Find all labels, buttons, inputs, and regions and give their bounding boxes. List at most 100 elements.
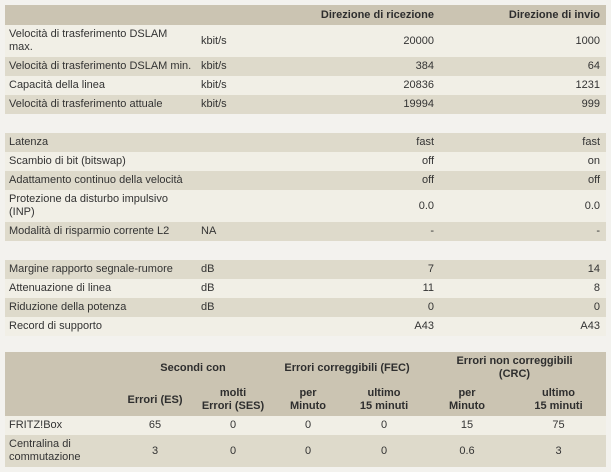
header-spacer bbox=[5, 5, 197, 25]
row-label: Capacità della linea bbox=[5, 76, 197, 95]
row-label: Scambio di bit (bitswap) bbox=[5, 152, 197, 171]
dsl-row-dslam-max: Velocità di trasferimento DSLAM max. kbi… bbox=[5, 25, 606, 57]
row-label: Adattamento continuo della velocità bbox=[5, 171, 197, 190]
fec-last-15-min-value: 0 bbox=[345, 435, 424, 467]
tx-value: 0 bbox=[440, 298, 606, 317]
rx-value: 11 bbox=[285, 279, 440, 298]
sub-header-crc-per-minute: per Minuto bbox=[423, 384, 512, 416]
row-unit: dB bbox=[197, 298, 285, 317]
dsl-row-latency: Latenza fast fast bbox=[5, 133, 606, 152]
group-header-fec: Errori correggibili (FEC) bbox=[271, 352, 424, 384]
row-label: Latenza bbox=[5, 133, 197, 152]
dsl-row-seamless-rate-adaptation: Adattamento continuo della velocità off … bbox=[5, 171, 606, 190]
rx-value: 384 bbox=[285, 57, 440, 76]
tx-value: 64 bbox=[440, 57, 606, 76]
sub-header-fec-last-15-min: ultimo 15 minuti bbox=[345, 384, 424, 416]
rx-value: 0 bbox=[285, 298, 440, 317]
sub-header-crc-last-15-min: ultimo 15 minuti bbox=[511, 384, 607, 416]
sub-header-es: Errori (ES) bbox=[115, 384, 195, 416]
rx-value: 20000 bbox=[285, 25, 440, 57]
rx-value: A43 bbox=[285, 317, 440, 336]
dsl-row-dslam-min: Velocità di trasferimento DSLAM min. kbi… bbox=[5, 57, 606, 76]
tx-value: A43 bbox=[440, 317, 606, 336]
row-unit: kbit/s bbox=[197, 25, 285, 57]
row-unit bbox=[197, 317, 285, 336]
rx-value: 0.0 bbox=[285, 190, 440, 222]
tx-value: 999 bbox=[440, 95, 606, 114]
crc-last-15-min-value: 75 bbox=[511, 416, 607, 435]
row-label: Margine rapporto segnale-rumore bbox=[5, 260, 197, 279]
row-unit: kbit/s bbox=[197, 76, 285, 95]
tx-value: on bbox=[440, 152, 606, 171]
row-label: Attenuazione di linea bbox=[5, 279, 197, 298]
row-unit: kbit/s bbox=[197, 57, 285, 76]
row-label: FRITZ!Box bbox=[5, 416, 115, 435]
rx-value: off bbox=[285, 152, 440, 171]
rx-value: fast bbox=[285, 133, 440, 152]
row-unit: dB bbox=[197, 260, 285, 279]
row-label: Riduzione della potenza bbox=[5, 298, 197, 317]
error-row-fritzbox: FRITZ!Box 65 0 0 0 15 75 bbox=[5, 416, 607, 435]
dsl-row-carrier-record: Record di supporto A43 A43 bbox=[5, 317, 606, 336]
ses-value: 0 bbox=[195, 435, 271, 467]
tx-value: 1231 bbox=[440, 76, 606, 95]
ses-value: 0 bbox=[195, 416, 271, 435]
fec-per-minute-value: 0 bbox=[271, 416, 345, 435]
row-unit bbox=[197, 152, 285, 171]
row-label: Velocità di trasferimento DSLAM max. bbox=[5, 25, 197, 57]
group-separator bbox=[5, 241, 606, 260]
row-unit bbox=[197, 133, 285, 152]
rx-value: off bbox=[285, 171, 440, 190]
error-table-sub-header-row: Errori (ES) molti Errori (SES) per Minut… bbox=[5, 384, 607, 416]
dsl-row-line-capacity: Capacità della linea kbit/s 20836 1231 bbox=[5, 76, 606, 95]
row-label: Centralina di commutazione bbox=[5, 435, 115, 467]
rx-value: - bbox=[285, 222, 440, 241]
crc-per-minute-value: 15 bbox=[423, 416, 512, 435]
error-table-group-header-row: Secondi con Errori correggibili (FEC) Er… bbox=[5, 352, 607, 384]
tx-value: 14 bbox=[440, 260, 606, 279]
row-unit bbox=[197, 171, 285, 190]
group-separator bbox=[5, 114, 606, 133]
rx-value: 19994 bbox=[285, 95, 440, 114]
dsl-row-snr-margin: Margine rapporto segnale-rumore dB 7 14 bbox=[5, 260, 606, 279]
row-label: Record di supporto bbox=[5, 317, 197, 336]
group-header-seconds-with: Secondi con bbox=[115, 352, 271, 384]
header-spacer bbox=[5, 384, 115, 416]
crc-last-15-min-value: 3 bbox=[511, 435, 607, 467]
row-label: Protezione da disturbo impulsivo (INP) bbox=[5, 190, 197, 222]
column-header-send-direction: Direzione di invio bbox=[440, 5, 606, 25]
rx-value: 7 bbox=[285, 260, 440, 279]
rx-value: 20836 bbox=[285, 76, 440, 95]
row-label: Velocità di trasferimento DSLAM min. bbox=[5, 57, 197, 76]
fec-last-15-min-value: 0 bbox=[345, 416, 424, 435]
sub-header-fec-per-minute: per Minuto bbox=[271, 384, 345, 416]
sub-header-ses: molti Errori (SES) bbox=[195, 384, 271, 416]
tx-value: off bbox=[440, 171, 606, 190]
row-label: Velocità di trasferimento attuale bbox=[5, 95, 197, 114]
dsl-row-power-cutback: Riduzione della potenza dB 0 0 bbox=[5, 298, 606, 317]
header-spacer bbox=[5, 352, 115, 384]
tx-value: 0.0 bbox=[440, 190, 606, 222]
error-row-exchange: Centralina di commutazione 3 0 0 0 0.6 3 bbox=[5, 435, 607, 467]
dsl-row-bitswap: Scambio di bit (bitswap) off on bbox=[5, 152, 606, 171]
es-value: 3 bbox=[115, 435, 195, 467]
row-unit bbox=[197, 190, 285, 222]
dsl-row-l2-power-saving: Modalità di risparmio corrente L2 NA - - bbox=[5, 222, 606, 241]
tx-value: 8 bbox=[440, 279, 606, 298]
dsl-info-table: Direzione di ricezione Direzione di invi… bbox=[5, 5, 606, 336]
dsl-row-current-rate: Velocità di trasferimento attuale kbit/s… bbox=[5, 95, 606, 114]
row-label: Modalità di risparmio corrente L2 bbox=[5, 222, 197, 241]
dsl-table-header-row: Direzione di ricezione Direzione di invi… bbox=[5, 5, 606, 25]
error-counter-table: Secondi con Errori correggibili (FEC) Er… bbox=[5, 352, 607, 467]
header-spacer bbox=[197, 5, 285, 25]
es-value: 65 bbox=[115, 416, 195, 435]
row-unit: dB bbox=[197, 279, 285, 298]
fec-per-minute-value: 0 bbox=[271, 435, 345, 467]
row-unit: NA bbox=[197, 222, 285, 241]
crc-per-minute-value: 0.6 bbox=[423, 435, 512, 467]
group-header-crc: Errori non correggibili (CRC) bbox=[423, 352, 607, 384]
dsl-row-inp: Protezione da disturbo impulsivo (INP) 0… bbox=[5, 190, 606, 222]
dsl-row-line-attenuation: Attenuazione di linea dB 11 8 bbox=[5, 279, 606, 298]
tx-value: - bbox=[440, 222, 606, 241]
